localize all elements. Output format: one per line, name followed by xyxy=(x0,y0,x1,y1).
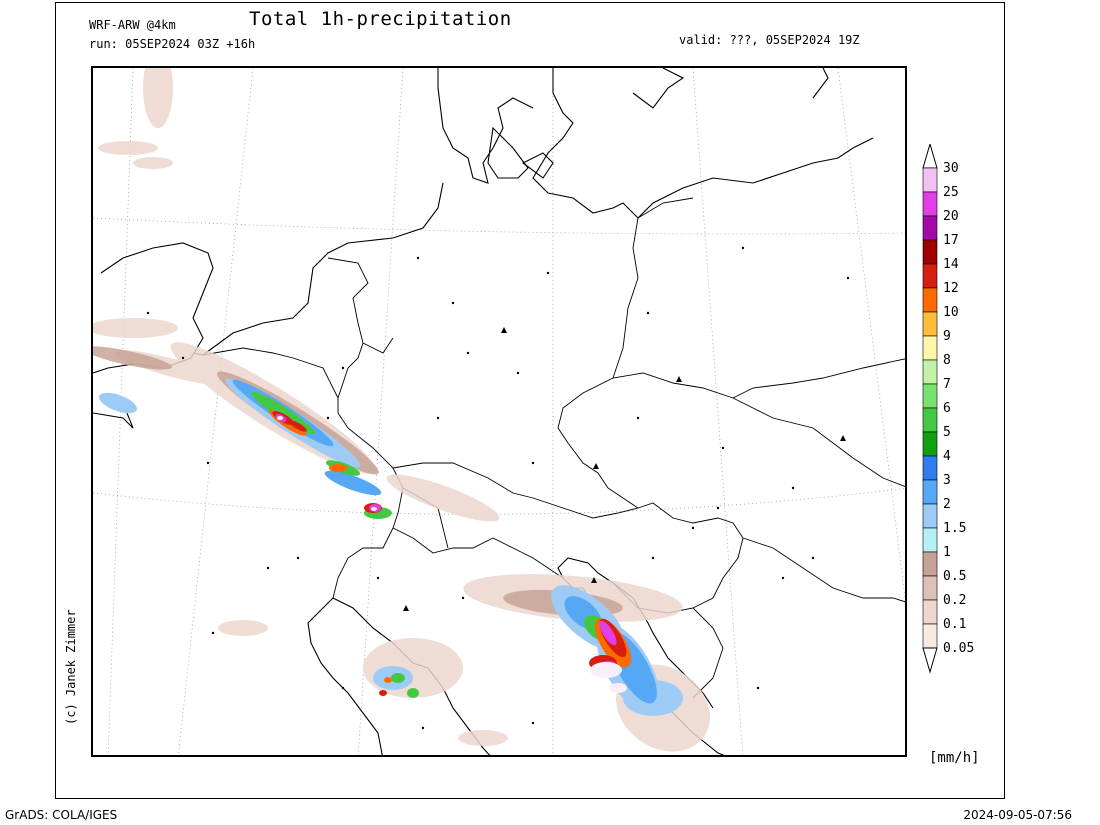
colorbar-tick-label: 14 xyxy=(943,257,959,272)
colorbar-tick-label: 0.5 xyxy=(943,569,967,584)
colorbar-tick-label: 12 xyxy=(943,281,959,296)
city-markers xyxy=(146,246,850,730)
colorbar-swatch xyxy=(922,623,938,649)
colorbar-tick-label: 6 xyxy=(943,401,951,416)
colorbar-swatch xyxy=(922,167,938,193)
colorbar-swatch xyxy=(922,311,938,337)
unit-label: [mm/h] xyxy=(929,750,980,766)
colorbar-swatch xyxy=(922,575,938,601)
footer-right: 2024-09-05-07:56 xyxy=(963,808,1072,822)
mountain-peak-markers xyxy=(403,327,846,611)
colorbar-tick-label: 8 xyxy=(943,353,951,368)
colorbar-tick-label: 0.05 xyxy=(943,641,975,656)
colorbar-legend: 30 25 20 17 14 12 10 9 8 7 6 5 4 3 2 1.5 1 0.5 0.2 0.1 0.05 xyxy=(921,144,1001,684)
colorbar-swatch xyxy=(922,383,938,409)
model-label: WRF-ARW @4km xyxy=(89,18,176,32)
map-title: Total 1h-precipitation xyxy=(249,8,512,30)
colorbar-tick-label: 25 xyxy=(943,185,959,200)
colorbar-swatch xyxy=(922,215,938,241)
plot-frame xyxy=(55,2,1005,799)
run-label: run: 05SEP2024 03Z +16h xyxy=(89,37,256,51)
precipitation-field xyxy=(93,68,710,752)
colorbar-swatch xyxy=(922,527,938,553)
colorbar-swatch xyxy=(922,335,938,361)
colorbar-top-arrow xyxy=(922,144,938,169)
colorbar-tick-label: 30 xyxy=(943,161,959,176)
colorbar-tick-label: 7 xyxy=(943,377,951,392)
colorbar-swatch xyxy=(922,551,938,577)
colorbar-tick-label: 2 xyxy=(943,497,951,512)
colorbar-swatch xyxy=(922,455,938,481)
footer-left: GrADS: COLA/IGES xyxy=(5,808,118,822)
colorbar-swatch xyxy=(922,263,938,289)
colorbar-tick-label: 9 xyxy=(943,329,951,344)
colorbar-swatch xyxy=(922,503,938,529)
colorbar-tick-label: 1.5 xyxy=(943,521,967,536)
precipitation-map xyxy=(91,66,907,757)
coastlines xyxy=(93,68,874,755)
colorbar-swatch xyxy=(922,407,938,433)
colorbar-bottom-arrow xyxy=(922,647,938,674)
country-borders xyxy=(202,197,905,699)
valid-label: valid: ???, 05SEP2024 19Z xyxy=(679,33,860,47)
colorbar-swatch xyxy=(922,479,938,505)
credit-label: (c) Janek Zimmer xyxy=(64,609,78,725)
colorbar-swatch xyxy=(922,599,938,625)
colorbar-tick-label: 20 xyxy=(943,209,959,224)
colorbar-tick-label: 1 xyxy=(943,545,951,560)
colorbar-swatch xyxy=(922,191,938,217)
colorbar-tick-label: 4 xyxy=(943,449,951,464)
colorbar-tick-label: 3 xyxy=(943,473,951,488)
graticule xyxy=(93,68,905,755)
map-canvas xyxy=(93,68,905,755)
colorbar-swatch xyxy=(922,239,938,265)
colorbar-tick-label: 5 xyxy=(943,425,951,440)
colorbar-swatches xyxy=(922,144,938,674)
colorbar-swatch xyxy=(922,359,938,385)
colorbar-swatch xyxy=(922,287,938,313)
colorbar-tick-label: 17 xyxy=(943,233,959,248)
colorbar-tick-label: 0.1 xyxy=(943,617,967,632)
colorbar-tick-label: 10 xyxy=(943,305,959,320)
colorbar-swatch xyxy=(922,431,938,457)
colorbar-tick-label: 0.2 xyxy=(943,593,967,608)
